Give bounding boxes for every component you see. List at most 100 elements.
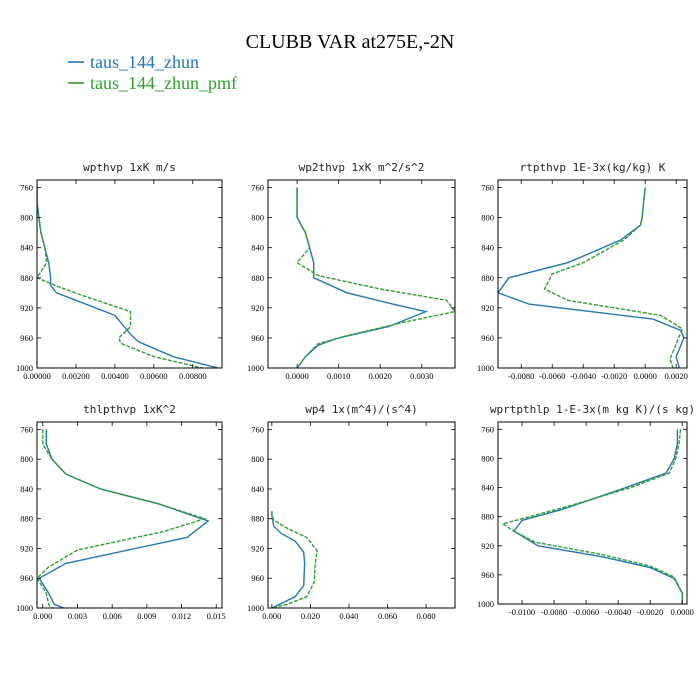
y-tick-label: 840	[481, 243, 494, 253]
y-tick-label: 920	[20, 303, 33, 313]
y-tick-label: 920	[20, 543, 33, 553]
legend-label-zhun: taus_144_zhun	[90, 52, 199, 72]
x-tick-label: 0.0030	[410, 371, 433, 381]
panel-4: thlpthvp 1xK^276080084088092096010000.00…	[16, 403, 226, 621]
y-tick-label: 960	[251, 333, 264, 343]
panel-3: rtpthvp 1E-3x(kg/kg) K 760 800 840 880 920 960…	[477, 161, 688, 381]
y-tick-label: 960	[481, 333, 494, 343]
y-tick-label: 800	[251, 213, 264, 223]
panel-title: rtpthvp 1E-3x(kg/kg) K	[520, 161, 666, 174]
y-tick-label: 880	[20, 273, 33, 283]
y-tick-label: 880	[481, 512, 494, 522]
series-line-zhun	[271, 511, 306, 608]
y-tick-label: 920	[481, 303, 494, 313]
x-tick-label: 0.0010	[327, 371, 350, 381]
x-tick-label: -0.0040	[605, 607, 631, 617]
y-tick-label: 880	[481, 273, 494, 283]
y-tick-label: 880	[20, 514, 33, 524]
panel-title: wpthvp 1xK m/s	[83, 161, 176, 174]
x-tick-label: -0.0080	[508, 371, 534, 381]
plot-frame	[497, 421, 688, 605]
y-tick-label: 1000	[247, 363, 264, 373]
y-tick-label: 960	[481, 570, 494, 580]
y-tick-label: 880	[251, 273, 264, 283]
plot-frame	[36, 179, 223, 369]
plot-frame	[267, 421, 456, 609]
y-tick-label: 1000	[477, 363, 494, 373]
x-tick-label: 0.003	[68, 611, 87, 621]
figure-title: CLUBB VAR at275E,-2N	[246, 31, 455, 53]
y-tick-label: 840	[481, 483, 494, 493]
x-tick-label: 0.006	[103, 611, 122, 621]
y-tick-label: 1000	[16, 363, 33, 373]
x-tick-label: 0.000	[262, 611, 281, 621]
y-tick-label: 880	[251, 514, 264, 524]
series-line-zhun	[37, 187, 219, 368]
y-tick-label: 920	[251, 543, 264, 553]
y-tick-label: 840	[251, 484, 264, 494]
legend: taus_144_zhun taus_144_zhun_pmf	[68, 52, 237, 93]
y-tick-label: 920	[481, 541, 494, 551]
plot-frame	[497, 179, 688, 369]
y-tick-label: 760	[251, 183, 264, 193]
x-tick-label: -0.0060	[573, 607, 599, 617]
x-tick-label: 0.0020	[664, 371, 687, 381]
y-tick-label: 800	[481, 213, 494, 223]
y-tick-label: 960	[20, 333, 33, 343]
x-tick-label: -0.0080	[541, 607, 567, 617]
series-line-zhun	[512, 429, 683, 604]
x-tick-label: 0.00800	[179, 371, 207, 381]
series-line-zhun	[38, 429, 210, 608]
x-tick-label: 0.020	[301, 611, 320, 621]
series-line-zhun	[296, 187, 429, 368]
panel-title: thlpthvp 1xK^2	[83, 403, 176, 416]
y-tick-label: 960	[251, 573, 264, 583]
x-tick-label: 0.000	[33, 611, 52, 621]
panel-title: wp4 1x(m^4)/(s^4)	[305, 403, 418, 416]
x-tick-label: 0.009	[137, 611, 156, 621]
series-line-zhun-pmf	[37, 187, 203, 368]
y-tick-label: 1000	[477, 599, 494, 609]
series-line-zhun-pmf	[271, 511, 318, 608]
x-tick-label: -0.0060	[539, 371, 565, 381]
y-tick-label: 760	[481, 424, 494, 434]
y-tick-label: 800	[20, 213, 33, 223]
y-tick-label: 800	[20, 454, 33, 464]
x-tick-label: -0.0040	[570, 371, 596, 381]
x-tick-label: 0.0020	[369, 371, 392, 381]
panel-1: wpthvp 1xK m/s 760 800 840 880 920 960 1000 0.00…	[16, 161, 223, 381]
x-tick-label: 0.0000	[633, 371, 656, 381]
x-tick-label: 0.040	[339, 611, 358, 621]
panel-5: wp4 1x(m^4)/(s^4)76080084088092096010000…	[247, 403, 456, 621]
panels: wpthvp 1xK m/s76080084088092096010000.00…	[16, 161, 695, 621]
plot-frame	[267, 179, 456, 369]
y-tick-label: 840	[251, 243, 264, 253]
y-tick-label: 760	[251, 424, 264, 434]
x-tick-label: -0.0020	[637, 607, 663, 617]
x-tick-label: 0.00600	[140, 371, 168, 381]
y-tick-label: 1000	[16, 603, 33, 613]
x-tick-label: 0.012	[172, 611, 191, 621]
y-tick-label: 800	[251, 454, 264, 464]
panel-6: wprtpthlp 1-E-3x(m kg K)/(s kg) 760 800 840…	[477, 403, 695, 617]
x-tick-label: -0.0020	[601, 371, 627, 381]
y-tick-label: 760	[481, 183, 494, 193]
panel-2: wp2thvp 1xK m^2/s^2 760 800 840 880 920 960 100…	[247, 161, 456, 381]
y-tick-label: 920	[251, 303, 264, 313]
x-tick-label: 0.00200	[62, 371, 90, 381]
series-line-zhun-pmf	[543, 187, 684, 368]
y-tick-label: 1000	[247, 603, 264, 613]
plot-frame	[36, 421, 223, 609]
y-tick-label: 800	[481, 453, 494, 463]
x-tick-label: 0.080	[417, 611, 436, 621]
x-tick-label: -0.0100	[509, 607, 535, 617]
y-tick-label: 840	[20, 243, 33, 253]
x-tick-label: 0.015	[207, 611, 226, 621]
panel-title: wprtpthlp 1-E-3x(m kg K)/(s kg)	[490, 403, 695, 416]
series-line-zhun-pmf	[501, 429, 683, 604]
x-tick-label: 0.060	[378, 611, 397, 621]
y-tick-label: 840	[20, 484, 33, 494]
series-line-zhun	[498, 187, 685, 368]
y-tick-label: 760	[20, 183, 33, 193]
